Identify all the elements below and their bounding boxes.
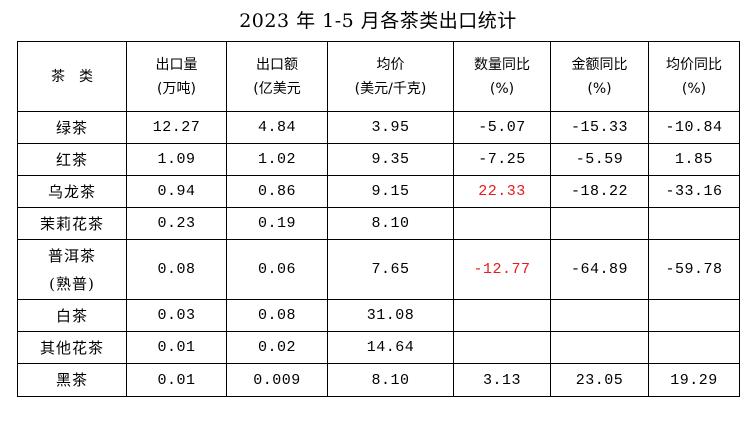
tea-type-label: 其他花茶	[39, 338, 104, 357]
tea-type-label: 普洱茶	[47, 246, 96, 265]
value-cell: 0.009	[226, 363, 328, 397]
avg-price-cell: 8.10	[327, 207, 454, 240]
table-row: 黑茶 0.01 0.009 8.10 3.13 23.05 19.29	[17, 363, 740, 397]
price-yoy-cell: -33.16	[648, 175, 740, 208]
amt-yoy-cell: -15.33	[550, 111, 649, 144]
amt-yoy-cell	[550, 207, 649, 240]
volume-cell: 12.27	[126, 111, 227, 144]
page-title: 2023 年 1-5 月各茶类出口统计	[239, 10, 517, 32]
header-value-unit: (亿美元	[253, 80, 301, 97]
price-yoy-cell: 1.85	[648, 143, 740, 176]
price-yoy-cell: -59.78	[648, 239, 740, 300]
tea-type-cell: 白茶	[17, 299, 127, 332]
value-cell: 4.84	[226, 111, 328, 144]
tea-type-cell: 红茶	[17, 143, 127, 176]
tea-type-cell: 茉莉花茶	[17, 207, 127, 240]
avg-price-cell: 31.08	[327, 299, 454, 332]
table-row: 普洱茶 (熟普) 0.08 0.06 7.65 -12.77 -64.89 -59.78	[17, 239, 740, 300]
qty-yoy-cell: 22.33	[453, 175, 551, 208]
tea-type-label: 黑茶	[55, 371, 88, 389]
header-price-yoy-label: 均价同比	[666, 56, 722, 73]
header-volume-unit: (万吨)	[157, 80, 196, 97]
header-volume: 出口量 (万吨)	[126, 41, 227, 112]
value-cell: 0.86	[226, 175, 328, 208]
tea-type-label: 茉莉花茶	[39, 214, 104, 233]
table-row: 其他花茶 0.01 0.02 14.64	[17, 331, 740, 364]
tea-export-table: 茶 类 出口量 (万吨) 出口额 (亿美元 均价 (美元/千克) 数量同比 (%…	[17, 41, 740, 397]
qty-yoy-cell	[453, 299, 551, 332]
header-avg-price-label: 均价	[376, 56, 405, 73]
header-qty-yoy-label: 数量同比	[474, 56, 530, 73]
qty-yoy-cell	[453, 207, 551, 240]
header-value-label: 出口额	[256, 56, 298, 73]
price-yoy-cell: 19.29	[648, 363, 740, 397]
volume-cell: 1.09	[126, 143, 227, 176]
header-price-yoy: 均价同比 (%)	[648, 41, 740, 112]
amt-yoy-cell: -64.89	[550, 239, 649, 300]
price-yoy-cell	[648, 331, 740, 364]
tea-type-cell: 其他花茶	[17, 331, 127, 364]
value-cell: 0.19	[226, 207, 328, 240]
header-avg-price: 均价 (美元/千克)	[327, 41, 454, 112]
header-price-yoy-unit: (%)	[681, 80, 707, 97]
header-qty-yoy-unit: (%)	[489, 80, 515, 97]
amt-yoy-cell: 23.05	[550, 363, 649, 397]
tea-type-cell: 黑茶	[17, 363, 127, 397]
tea-type-label: 红茶	[55, 150, 88, 169]
tea-type-cell: 绿茶	[17, 111, 127, 144]
header-amt-yoy: 金额同比 (%)	[550, 41, 649, 112]
avg-price-cell: 7.65	[327, 239, 454, 300]
header-value: 出口额 (亿美元	[226, 41, 328, 112]
header-tea-type-label: 茶 类	[51, 68, 93, 85]
qty-yoy-cell: 3.13	[453, 363, 551, 397]
table-header-row: 茶 类 出口量 (万吨) 出口额 (亿美元 均价 (美元/千克) 数量同比 (%…	[17, 41, 740, 112]
amt-yoy-cell: -5.59	[550, 143, 649, 176]
table-row: 白茶 0.03 0.08 31.08	[17, 299, 740, 332]
price-yoy-cell	[648, 299, 740, 332]
table-row: 绿茶 12.27 4.84 3.95 -5.07 -15.33 -10.84	[17, 111, 740, 144]
qty-yoy-cell: -5.07	[453, 111, 551, 144]
avg-price-cell: 9.35	[327, 143, 454, 176]
price-yoy-cell: -10.84	[648, 111, 740, 144]
qty-yoy-cell: -12.77	[453, 239, 551, 300]
value-cell: 0.02	[226, 331, 328, 364]
tea-type-label: (熟普)	[49, 274, 95, 293]
tea-type-cell: 普洱茶 (熟普)	[17, 239, 127, 300]
value-cell: 0.06	[226, 239, 328, 300]
tea-type-label: 白茶	[55, 306, 88, 325]
table-row: 乌龙茶 0.94 0.86 9.15 22.33 -18.22 -33.16	[17, 175, 740, 208]
value-cell: 0.08	[226, 299, 328, 332]
table-row: 茉莉花茶 0.23 0.19 8.10	[17, 207, 740, 240]
avg-price-cell: 3.95	[327, 111, 454, 144]
qty-yoy-cell	[453, 331, 551, 364]
volume-cell: 0.08	[126, 239, 227, 300]
qty-yoy-cell: -7.25	[453, 143, 551, 176]
amt-yoy-cell: -18.22	[550, 175, 649, 208]
table-body: 绿茶 12.27 4.84 3.95 -5.07 -15.33 -10.84 红茶 1.09 1.…	[17, 111, 740, 397]
price-yoy-cell	[648, 207, 740, 240]
header-avg-price-unit: (美元/千克)	[354, 80, 427, 97]
avg-price-cell: 8.10	[327, 363, 454, 397]
volume-cell: 0.94	[126, 175, 227, 208]
header-qty-yoy: 数量同比 (%)	[453, 41, 551, 112]
header-amt-yoy-label: 金额同比	[571, 56, 628, 73]
volume-cell: 0.23	[126, 207, 227, 240]
header-tea-type: 茶 类	[17, 41, 127, 112]
tea-type-cell: 乌龙茶	[17, 175, 127, 208]
header-volume-label: 出口量	[155, 56, 198, 73]
value-cell: 1.02	[226, 143, 328, 176]
avg-price-cell: 9.15	[327, 175, 454, 208]
avg-price-cell: 14.64	[327, 331, 454, 364]
volume-cell: 0.01	[126, 363, 227, 397]
table-row: 红茶 1.09 1.02 9.35 -7.25 -5.59 1.85	[17, 143, 740, 176]
amt-yoy-cell	[550, 331, 649, 364]
tea-type-label: 绿茶	[55, 118, 88, 137]
volume-cell: 0.03	[126, 299, 227, 332]
volume-cell: 0.01	[126, 331, 227, 364]
header-amt-yoy-unit: (%)	[587, 80, 612, 97]
tea-type-label: 乌龙茶	[47, 182, 96, 201]
amt-yoy-cell	[550, 299, 649, 332]
